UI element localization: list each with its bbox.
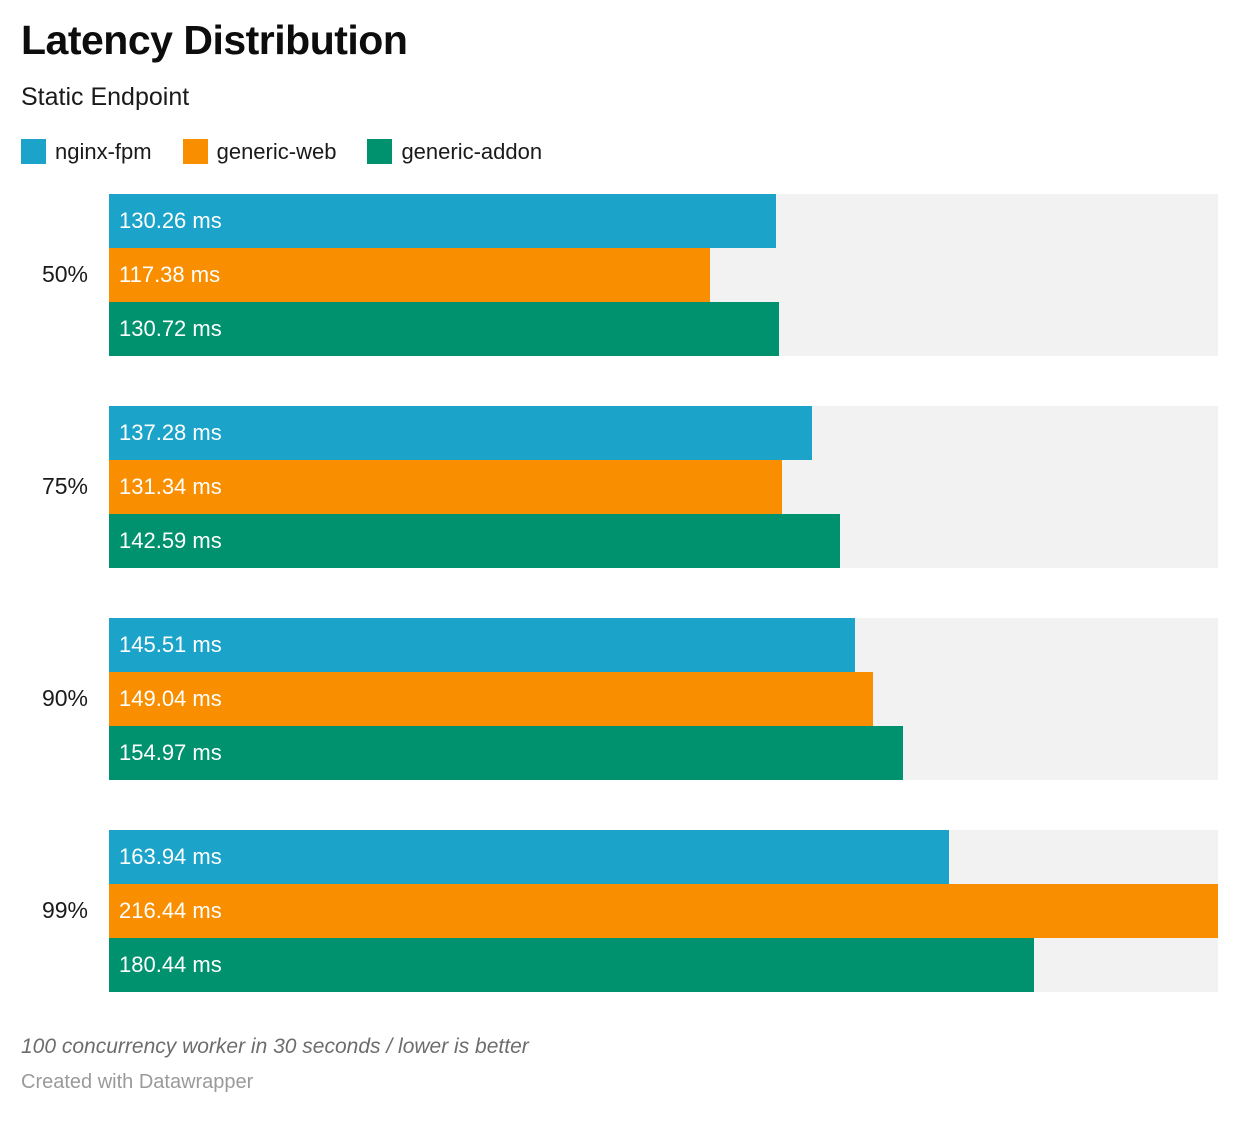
legend-item-generic-addon: generic-addon <box>367 139 542 165</box>
bar-nginx-fpm[interactable]: 163.94 ms <box>109 829 949 884</box>
percentile-label: 75% <box>41 473 88 500</box>
bar-nginx-fpm[interactable]: 130.26 ms <box>109 193 777 248</box>
percentile-label: 99% <box>41 897 88 924</box>
bar-row: 130.72 ms <box>109 301 1218 356</box>
bar-generic-addon[interactable]: 154.97 ms <box>109 725 904 780</box>
bar-value-label: 137.28 ms <box>119 419 222 445</box>
datawrapper-credit: Created with Datawrapper <box>21 1071 254 1094</box>
bar-generic-web[interactable]: 149.04 ms <box>109 671 873 726</box>
bar-generic-addon[interactable]: 130.72 ms <box>109 301 779 356</box>
bar-chart: 50% 130.26 ms 117.38 ms 130.72 ms 75% 137.28 … <box>21 193 1218 992</box>
bar-value-label: 154.97 ms <box>119 739 222 765</box>
legend-label: nginx-fpm <box>55 138 152 164</box>
bar-value-label: 142.59 ms <box>119 527 222 553</box>
bar-row: 142.59 ms <box>109 513 1218 568</box>
bar-generic-web[interactable]: 131.34 ms <box>109 459 782 514</box>
percentile-label: 90% <box>41 685 88 712</box>
bar-value-label: 117.38 ms <box>119 261 221 287</box>
legend-item-nginx-fpm: nginx-fpm <box>21 139 152 165</box>
percentile-group-50: 50% 130.26 ms 117.38 ms 130.72 ms <box>21 193 1218 356</box>
legend-swatch-generic-web <box>182 139 208 165</box>
percentile-group-75: 75% 137.28 ms 131.34 ms 142.59 ms <box>21 405 1218 568</box>
bar-row: 131.34 ms <box>109 459 1218 514</box>
bar-track: 137.28 ms 131.34 ms 142.59 ms <box>109 405 1218 568</box>
bar-value-label: 149.04 ms <box>119 685 222 711</box>
percentile-group-90: 90% 145.51 ms 149.04 ms 154.97 ms <box>21 617 1218 780</box>
legend-label: generic-web <box>216 138 337 164</box>
bar-value-label: 216.44 ms <box>119 897 222 923</box>
bar-value-label: 131.34 ms <box>119 473 222 499</box>
legend-label: generic-addon <box>401 138 543 164</box>
bar-row: 154.97 ms <box>109 725 1218 780</box>
bar-track: 145.51 ms 149.04 ms 154.97 ms <box>109 617 1218 780</box>
bar-value-label: 145.51 ms <box>119 631 222 657</box>
bar-generic-addon[interactable]: 180.44 ms <box>109 937 1034 992</box>
legend-item-generic-web: generic-web <box>182 138 337 165</box>
bar-row: 137.28 ms <box>109 405 1218 460</box>
bar-value-label: 180.44 ms <box>119 951 222 977</box>
legend: nginx-fpm generic-web generic-addon <box>21 139 1218 165</box>
legend-swatch-generic-addon <box>367 139 393 165</box>
bar-row: 117.38 ms <box>109 247 1218 302</box>
bar-generic-web[interactable]: 216.44 ms <box>109 883 1218 938</box>
legend-swatch-nginx-fpm <box>21 139 46 165</box>
bar-track: 130.26 ms 117.38 ms 130.72 ms <box>109 193 1218 356</box>
bar-row: 149.04 ms <box>109 671 1218 726</box>
bar-generic-addon[interactable]: 142.59 ms <box>109 513 840 568</box>
bar-row: 145.51 ms <box>109 617 1218 672</box>
bar-value-label: 130.26 ms <box>119 207 222 233</box>
bar-value-label: 130.72 ms <box>119 315 222 341</box>
bar-nginx-fpm[interactable]: 137.28 ms <box>109 405 813 460</box>
bar-generic-web[interactable]: 117.38 ms <box>109 247 711 302</box>
bar-value-label: 163.94 ms <box>119 843 222 869</box>
bar-row: 130.26 ms <box>109 193 1218 248</box>
percentile-group-99: 99% 163.94 ms 216.44 ms 180.44 ms <box>21 829 1218 992</box>
chart-footer: 100 concurrency worker in 30 seconds / l… <box>21 1034 1218 1094</box>
percentile-label: 50% <box>41 261 88 288</box>
bar-row: 163.94 ms <box>109 829 1218 884</box>
bar-row: 216.44 ms <box>109 883 1218 938</box>
bar-nginx-fpm[interactable]: 145.51 ms <box>109 617 855 672</box>
chart-title: Latency Distribution <box>21 17 408 63</box>
bar-row: 180.44 ms <box>109 937 1218 992</box>
footnote: 100 concurrency worker in 30 seconds / l… <box>21 1034 529 1058</box>
chart-subtitle: Static Endpoint <box>21 83 190 112</box>
bar-track: 163.94 ms 216.44 ms 180.44 ms <box>109 829 1218 992</box>
